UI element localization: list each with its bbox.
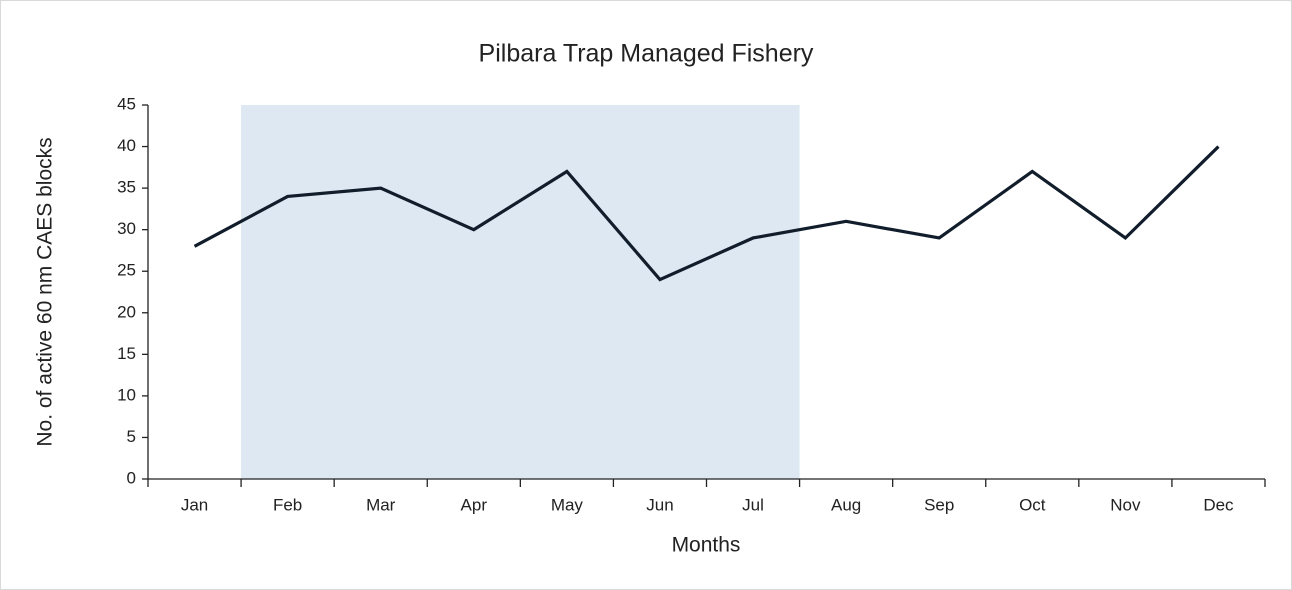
y-tick-label: 40	[117, 136, 136, 155]
x-axis-title: Months	[672, 534, 741, 557]
y-tick-label: 20	[117, 302, 136, 321]
x-tick-label: Dec	[1203, 495, 1234, 514]
y-tick-label: 15	[117, 344, 136, 363]
x-tick-label: Jul	[742, 495, 764, 514]
x-tick-label: Sep	[924, 495, 954, 514]
x-tick-label: Jan	[181, 495, 208, 514]
y-tick-label: 5	[127, 427, 136, 446]
y-tick-label: 0	[127, 468, 136, 487]
x-tick-label: May	[551, 495, 584, 514]
highlight-region	[241, 105, 800, 479]
y-tick-label: 10	[117, 385, 136, 404]
y-tick-label: 35	[117, 178, 136, 197]
y-tick-label: 30	[117, 219, 136, 238]
y-tick-label: 45	[117, 94, 136, 113]
x-tick-label: Aug	[831, 495, 861, 514]
x-tick-label: Feb	[273, 495, 302, 514]
data-line	[193, 145, 1220, 282]
x-tick-label: Mar	[366, 495, 396, 514]
x-tick-label: Apr	[461, 495, 488, 514]
y-axis-title: No. of active 60 nm CAES blocks	[34, 137, 57, 446]
y-tick-label: 25	[117, 261, 136, 280]
x-tick-label: Oct	[1019, 495, 1046, 514]
x-tick-label: Jun	[646, 495, 673, 514]
x-tick-label: Nov	[1110, 495, 1141, 514]
chart-title: Pilbara Trap Managed Fishery	[479, 40, 814, 68]
